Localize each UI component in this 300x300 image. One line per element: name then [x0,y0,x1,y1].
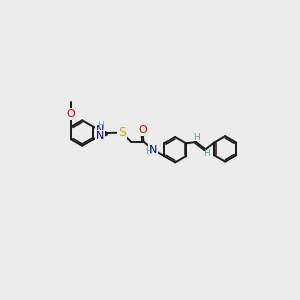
Text: N: N [96,131,104,141]
Text: H: H [145,147,152,156]
Text: H: H [193,133,200,142]
Text: O: O [67,109,76,119]
Text: S: S [118,126,126,139]
Text: N: N [96,125,104,135]
Text: O: O [138,125,147,135]
Text: N: N [149,145,158,155]
Text: H: H [97,121,104,130]
Text: H: H [203,149,210,158]
